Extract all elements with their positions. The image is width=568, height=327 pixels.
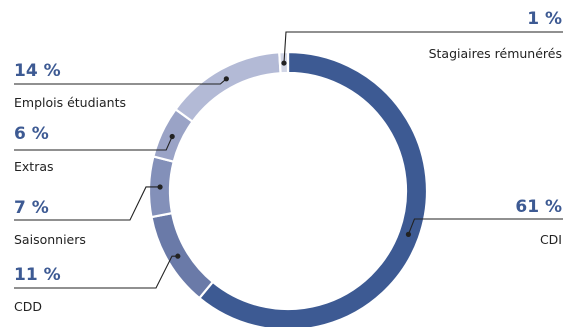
category-label-cdd: CDD xyxy=(14,299,42,314)
category-label-saisonniers: Saisonniers xyxy=(14,232,86,247)
leader-dot-saisonniers xyxy=(157,184,163,190)
slice-cdi xyxy=(197,50,429,327)
category-label-extras: Extras xyxy=(14,159,54,174)
leader-line-saisonniers xyxy=(14,186,161,221)
leader-dot-extras xyxy=(169,133,175,140)
leader-line-emplois-etudiants xyxy=(14,78,227,85)
category-label-stagiaires-remuneres: Stagiaires rémunérés xyxy=(429,46,562,61)
leader-dot-cdi xyxy=(405,231,412,237)
leader-line-cdd xyxy=(14,255,178,289)
value-label-cdi: 61 % xyxy=(515,197,562,217)
leader-line-stagiaires-remuneres xyxy=(283,31,563,64)
leader-line-extras xyxy=(14,136,173,151)
slice-annotations: 61 % CDI 11 % CDD 7 % Saisonniers 6 % Extras 14 … xyxy=(14,9,563,314)
value-label-emplois-etudiants: 14 % xyxy=(14,61,61,81)
category-label-cdi: CDI xyxy=(540,232,562,247)
slice-cdd xyxy=(150,211,215,300)
leader-dot-stagiaires-remuneres xyxy=(281,60,287,66)
value-label-cdd: 11 % xyxy=(14,265,61,285)
leader-line-cdi xyxy=(407,218,563,235)
donut-slices xyxy=(147,50,429,327)
category-label-emplois-etudiants: Emplois étudiants xyxy=(14,95,126,110)
value-label-extras: 6 % xyxy=(14,124,49,144)
value-label-stagiaires-remuneres: 1 % xyxy=(527,9,562,29)
leader-dot-cdd xyxy=(175,253,181,259)
value-label-saisonniers: 7 % xyxy=(14,198,49,218)
leader-dot-emplois-etudiants xyxy=(223,76,229,82)
slice-emplois-etudiants xyxy=(174,51,282,124)
